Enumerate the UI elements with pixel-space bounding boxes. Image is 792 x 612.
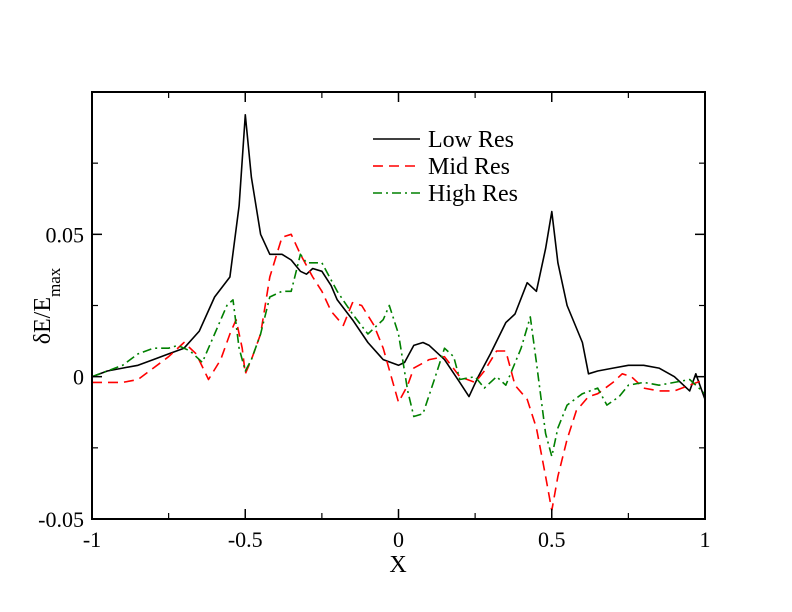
axis-tick-labels: -1 -0.5 0 0.5 1 -0.05 0 0.05: [38, 222, 710, 552]
x-tick-label: 0.5: [538, 527, 566, 552]
axis-ticks: [91, 92, 706, 520]
series-lines: [91, 114, 706, 512]
y-tick-label: -0.05: [38, 507, 84, 532]
x-tick-label: 0: [393, 527, 404, 552]
legend-label-high-res: High Res: [428, 181, 518, 207]
series-line-high-res: [91, 253, 706, 458]
y-axis-label: δE/Emax: [30, 267, 64, 344]
x-tick-label: 1: [700, 527, 711, 552]
y-axis-label-main: δE/E: [30, 297, 56, 344]
series-line-mid-res: [92, 233, 706, 512]
y-tick-label: 0.05: [46, 222, 85, 247]
legend-label-low-res: Low Res: [428, 127, 514, 153]
y-tick-label: 0: [73, 365, 84, 390]
legend-label-mid-res: Mid Res: [428, 154, 510, 180]
series-line-low-res: [91, 114, 706, 400]
x-tick-label: -1: [83, 527, 101, 552]
x-tick-label: -0.5: [228, 527, 263, 552]
x-axis-label: X: [389, 552, 406, 578]
y-axis-label-sub: max: [45, 267, 64, 297]
